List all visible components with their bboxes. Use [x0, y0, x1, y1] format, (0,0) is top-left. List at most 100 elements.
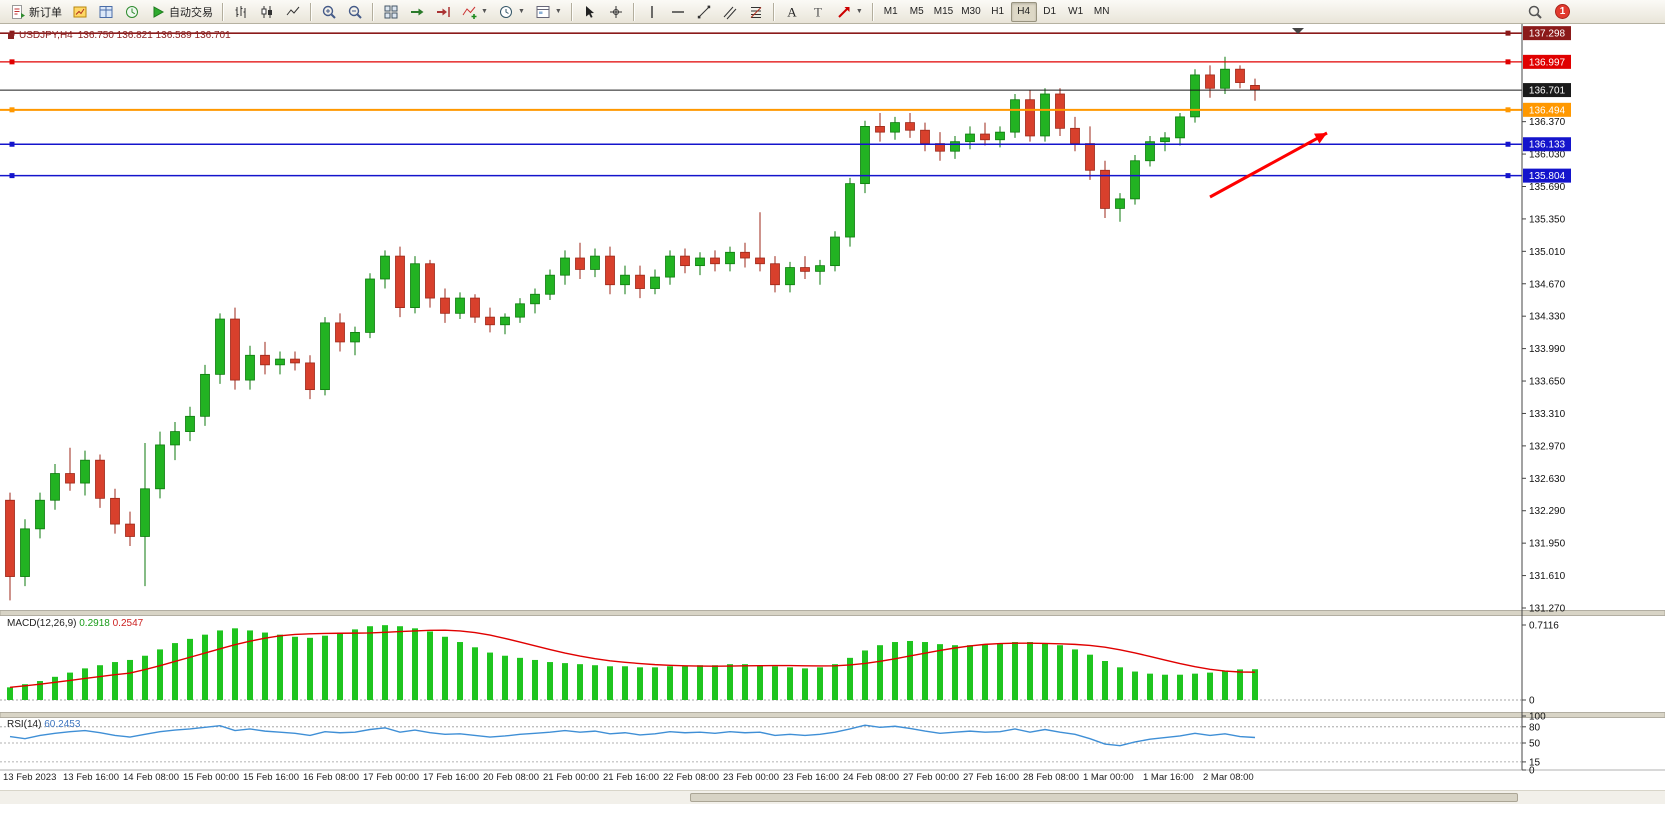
arrows-button[interactable]: ▼	[831, 2, 868, 22]
crosshair-icon	[609, 5, 622, 18]
rsi-scale-label: 0	[1529, 766, 1535, 777]
macd-bar	[667, 666, 673, 700]
rsi-scale-label: 100	[1529, 712, 1546, 723]
search-button[interactable]	[1522, 2, 1548, 22]
hline-button[interactable]	[665, 2, 691, 22]
candle-body	[1130, 160, 1140, 200]
zoom-out-button[interactable]	[342, 2, 368, 22]
candle-body	[50, 473, 60, 501]
chevron-down-icon: ▼	[855, 8, 863, 15]
macd-bar	[1102, 661, 1108, 700]
macd-signal-line	[9, 629, 1256, 689]
new-order-label: 新订单	[29, 6, 62, 19]
market-watch-icon	[73, 6, 87, 17]
candle-body	[785, 267, 795, 286]
candle-body	[1250, 85, 1260, 91]
timeframe-m5-button[interactable]: M5	[904, 2, 930, 22]
trendline-icon	[697, 5, 711, 18]
candle-body	[1205, 74, 1215, 89]
chart-shift-button[interactable]	[430, 2, 456, 22]
time-label: 27 Feb 16:00	[963, 772, 1019, 783]
trendline-button[interactable]	[691, 2, 717, 22]
timeframe-d1-button[interactable]: D1	[1037, 2, 1063, 22]
candle-body	[830, 236, 840, 267]
new-order-button[interactable]: 新订单	[5, 2, 67, 22]
vline-button[interactable]	[639, 2, 665, 22]
macd-bar	[232, 628, 238, 700]
line-chart-button[interactable]	[280, 2, 306, 22]
macd-bar	[1027, 642, 1033, 700]
navigator-button[interactable]	[119, 2, 145, 22]
cursor-button[interactable]	[577, 2, 603, 22]
market-watch-button[interactable]	[67, 2, 93, 22]
channel-button[interactable]	[717, 2, 743, 22]
macd-bar	[742, 664, 748, 700]
macd-bar	[1012, 642, 1018, 700]
candle-body	[365, 278, 375, 333]
zoom-out-icon	[348, 5, 362, 19]
price-badge-label: 136.133	[1529, 140, 1566, 151]
macd-bar	[577, 664, 583, 700]
scrollbar-thumb[interactable]	[690, 793, 1518, 802]
tile-windows-button[interactable]	[378, 2, 404, 22]
chart-ohlc-values: 136.750 136.821 136.589 136.701	[77, 30, 231, 41]
chart-area[interactable]: 136.370 136.030 135.690 135.350 135.010 134.6…	[0, 24, 1665, 840]
autotrading-icon	[153, 5, 165, 18]
label-button[interactable]: T	[805, 2, 831, 22]
time-label: 21 Feb 16:00	[603, 772, 659, 783]
timeframe-group: M1 M5 M15 M30 H1 H4 D1 W1 MN	[878, 1, 1115, 22]
horizontal-scrollbar[interactable]	[0, 790, 1665, 804]
timeframe-h4-button[interactable]: H4	[1010, 1, 1037, 22]
candlestick-button[interactable]	[254, 2, 280, 22]
toolbar-separator	[772, 2, 775, 21]
timeframe-m1-button[interactable]: M1	[878, 2, 904, 22]
candle-body	[620, 274, 630, 286]
macd-bar	[367, 626, 373, 700]
candle-body	[695, 257, 705, 267]
line-handle	[9, 59, 15, 65]
macd-bar	[127, 659, 133, 700]
indicators-button[interactable]: ▼	[456, 2, 493, 22]
macd-bar	[1057, 645, 1063, 700]
macd-bar	[817, 667, 823, 700]
candle-body	[1070, 127, 1080, 144]
timeframe-mn-button[interactable]: MN	[1089, 2, 1115, 22]
notification-badge[interactable]: 1	[1555, 4, 1570, 19]
candle-body	[770, 263, 780, 286]
timeframe-w1-button[interactable]: W1	[1063, 2, 1089, 22]
candle-body	[320, 322, 330, 391]
zoom-in-button[interactable]	[316, 2, 342, 22]
macd-bar	[877, 645, 883, 700]
bar-chart-button[interactable]	[228, 2, 254, 22]
candle-body	[1025, 99, 1035, 137]
macd-bar	[7, 687, 13, 700]
autoscroll-button[interactable]	[404, 2, 430, 22]
text-button[interactable]: A	[779, 2, 805, 22]
toolbar: 新订单 自动交易	[0, 0, 1665, 24]
candle-body	[440, 297, 450, 314]
timeframe-h1-button[interactable]: H1	[985, 2, 1011, 22]
candle-body	[95, 459, 105, 499]
crosshair-button[interactable]	[603, 2, 629, 22]
chart-shift-marker	[1292, 28, 1304, 34]
timeframe-m15-button[interactable]: M15	[930, 2, 957, 22]
candle-body	[1235, 68, 1245, 83]
candle-body	[1085, 143, 1095, 171]
macd-bar	[1087, 654, 1093, 700]
chart-canvas[interactable]: 136.370 136.030 135.690 135.350 135.010 134.6…	[0, 24, 1665, 840]
candle-body	[1175, 116, 1185, 139]
periods-button[interactable]: ▼	[493, 2, 530, 22]
data-window-button[interactable]	[93, 2, 119, 22]
macd-label: MACD(12,26,9) 0.2918 0.2547	[7, 618, 143, 629]
arrows-icon	[838, 6, 850, 18]
candle-body	[125, 523, 135, 537]
autotrading-button[interactable]: 自动交易	[145, 2, 218, 22]
price-tick-label: 133.650	[1529, 377, 1566, 388]
timeframe-m30-button[interactable]: M30	[957, 2, 984, 22]
fibo-button[interactable]	[743, 2, 769, 22]
macd-bar	[457, 642, 463, 700]
chart-title: USDJPY,H4 136.750 136.821 136.589 136.70…	[8, 30, 231, 41]
new-order-icon	[12, 4, 25, 19]
macd-bar	[1177, 674, 1183, 700]
templates-button[interactable]: ▼	[530, 2, 567, 22]
